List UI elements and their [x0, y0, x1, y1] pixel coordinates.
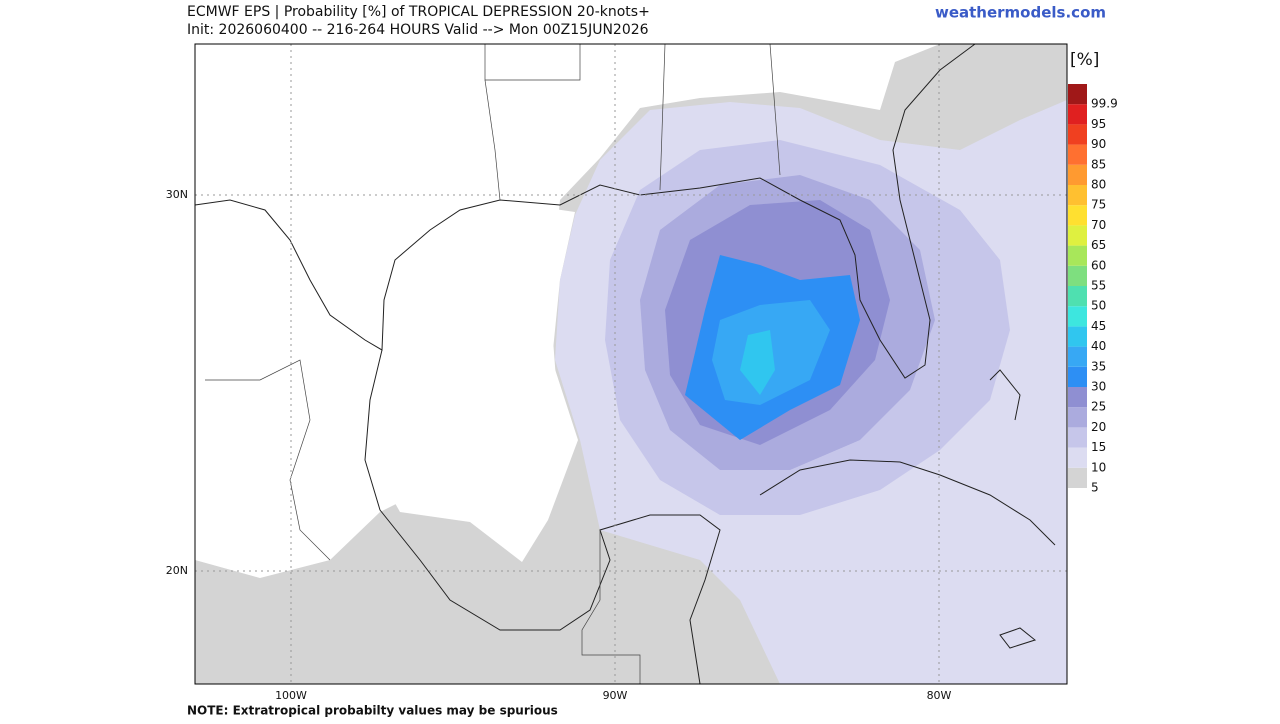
lon-label: 80W [927, 689, 952, 702]
colorbar-segment [1068, 104, 1087, 125]
colorbar-label: 40 [1091, 339, 1106, 353]
colorbar-segment [1068, 164, 1087, 185]
colorbar-label: 5 [1091, 481, 1099, 495]
colorbar-label: 10 [1091, 460, 1106, 474]
lon-label: 100W [275, 689, 307, 702]
colorbar-label: 80 [1091, 178, 1106, 192]
colorbar-label: 65 [1091, 238, 1106, 252]
colorbar-label: 85 [1091, 157, 1106, 171]
colorbar-segment [1068, 124, 1087, 145]
colorbar-segment [1068, 387, 1087, 408]
map [194, 43, 1068, 685]
no-prob [372, 204, 578, 562]
lat-label: 20N [166, 564, 188, 577]
colorbar-label: 50 [1091, 299, 1106, 313]
colorbar-segment [1068, 265, 1087, 286]
colorbar-label: 55 [1091, 279, 1106, 293]
coastline [194, 43, 1056, 685]
colorbar-segment [1068, 346, 1087, 367]
colorbar-label: 99.9 [1091, 97, 1118, 111]
graticule [195, 44, 1067, 684]
colorbar-segment [1068, 366, 1087, 387]
colorbar-segment [1068, 427, 1087, 448]
lat-label: 30N [166, 188, 188, 201]
colorbar-segment [1068, 205, 1087, 226]
colorbar-segment [1068, 225, 1087, 246]
title: ECMWF EPS | Probability [%] of TROPICAL … [187, 4, 650, 20]
colorbar-label: 20 [1091, 420, 1106, 434]
subtitle: Init: 2026060400 -- 216-264 HOURS Valid … [187, 22, 649, 38]
colorbar-segment [1068, 84, 1087, 105]
map-frame [194, 43, 1068, 685]
colorbar-label: 90 [1091, 137, 1106, 151]
colorbar-segment [1068, 245, 1087, 266]
colorbar-segment [1068, 467, 1087, 488]
colorbar-segment [1068, 407, 1087, 428]
lon-label: 90W [603, 689, 628, 702]
colorbar-label: 70 [1091, 218, 1106, 232]
prob-40 [740, 330, 775, 395]
colorbar-label: 15 [1091, 440, 1106, 454]
colorbar: 5 10 15 20 25 30 35 40 45 50 55 60 65 70 75 80 85 90 95 99.… [1068, 84, 1118, 495]
colorbar-label: 60 [1091, 258, 1106, 272]
colorbar-segment [1068, 326, 1087, 347]
colorbar-segment [1068, 306, 1087, 327]
colorbar-label: 95 [1091, 117, 1106, 131]
colorbar-label: 30 [1091, 380, 1106, 394]
colorbar-label: 25 [1091, 400, 1106, 414]
colorbar-segment [1068, 286, 1087, 307]
colorbar-label: 35 [1091, 359, 1106, 373]
site-name[interactable]: weathermodels.com [935, 4, 1106, 22]
colorbar-label: 45 [1091, 319, 1106, 333]
colorbar-segment [1068, 144, 1087, 165]
colorbar-segment [1068, 185, 1087, 206]
colorbar-label: 75 [1091, 198, 1106, 212]
note: NOTE: Extratropical probabilty values ma… [187, 704, 558, 718]
colorbar-unit: [%] [1070, 50, 1099, 70]
borders [205, 43, 781, 684]
colorbar-segment [1068, 447, 1087, 468]
